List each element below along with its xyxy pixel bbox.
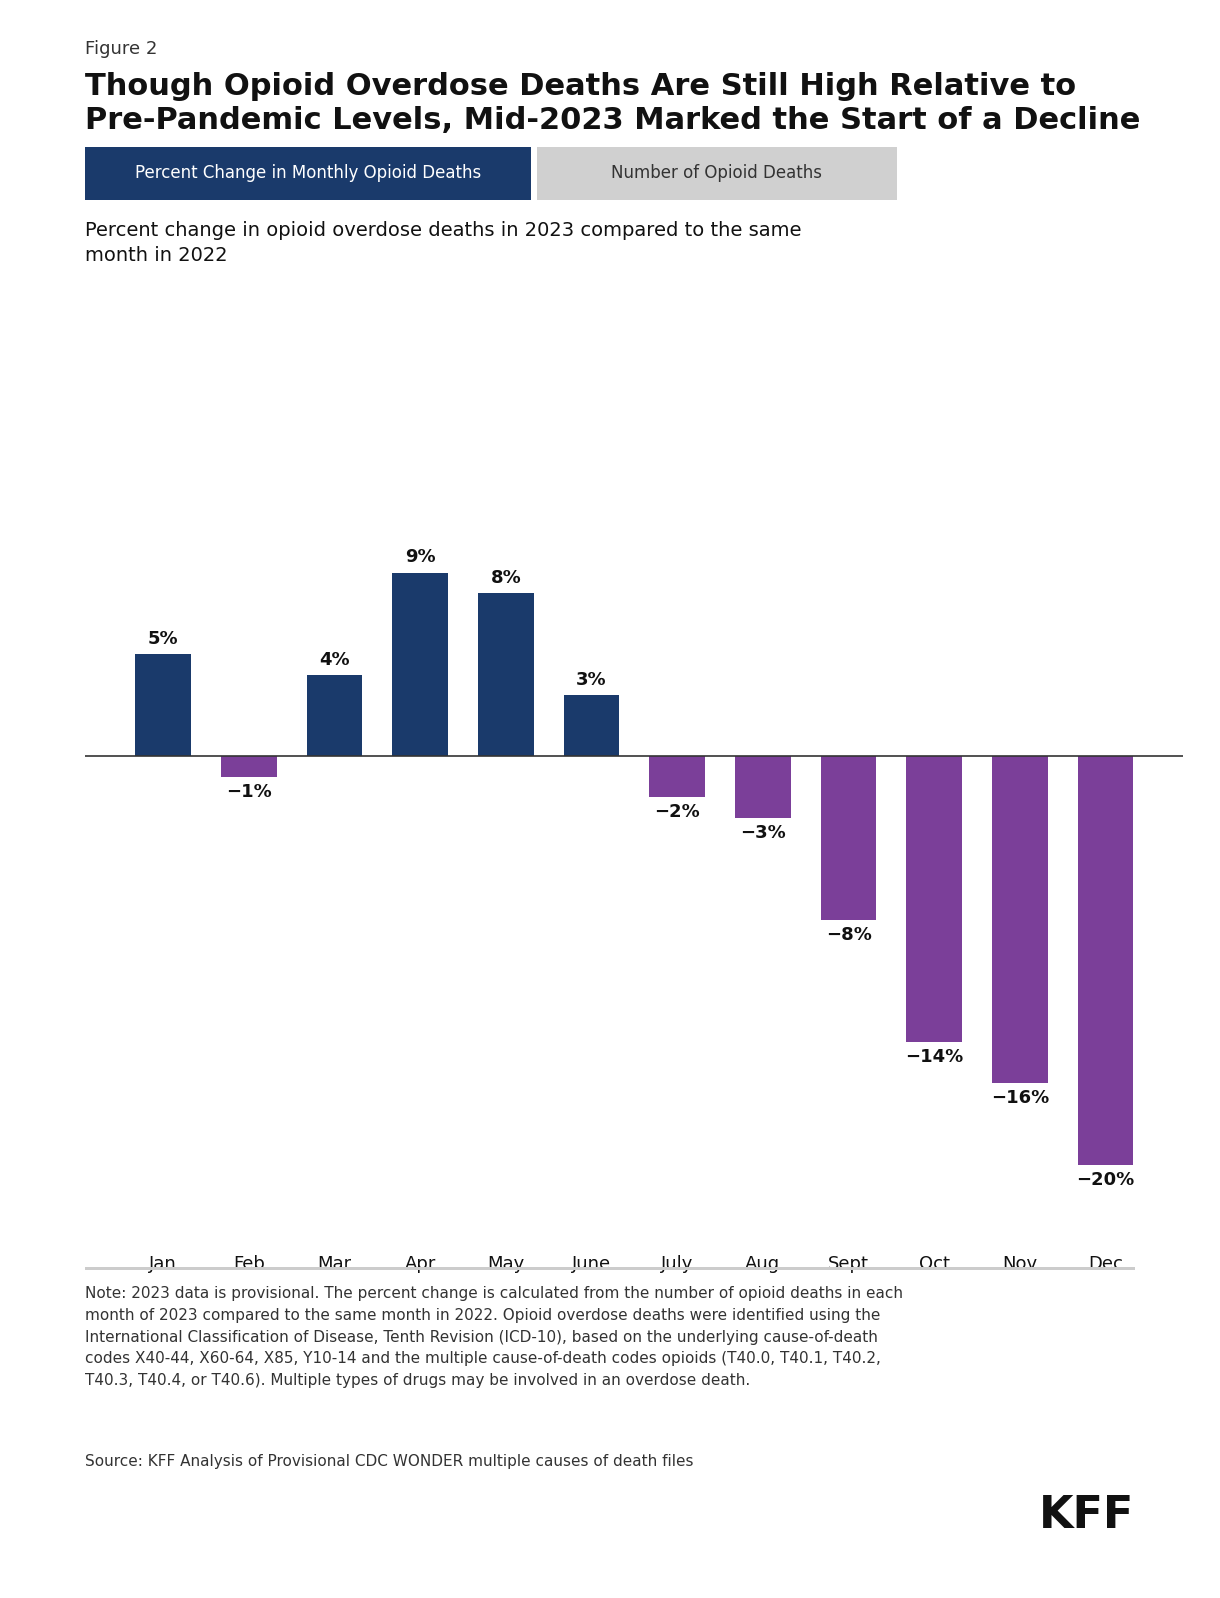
Bar [649,756,705,797]
Bar [135,654,192,756]
Text: Though Opioid Overdose Deaths Are Still High Relative to Pre-Pandemic Levels, Mi: Though Opioid Overdose Deaths Are Still … [85,72,1141,134]
Text: Source: KFF Analysis of Provisional CDC WONDER multiple causes of death files: Source: KFF Analysis of Provisional CDC … [85,1454,694,1469]
Text: Figure 2: Figure 2 [85,40,157,58]
Bar [992,756,1048,1083]
Text: 4%: 4% [320,650,350,668]
Text: Number of Opioid Deaths: Number of Opioid Deaths [611,165,822,182]
Text: KFF: KFF [1039,1494,1135,1537]
Text: 8%: 8% [490,569,521,586]
Text: −14%: −14% [905,1048,964,1066]
Text: Percent change in opioid overdose deaths in 2023 compared to the same
month in 2: Percent change in opioid overdose deaths… [85,221,802,265]
Text: −20%: −20% [1076,1171,1135,1189]
Text: −3%: −3% [741,823,786,842]
Text: −8%: −8% [826,925,871,944]
Bar [1077,756,1133,1165]
Bar [736,756,791,818]
Text: −2%: −2% [654,804,700,821]
Bar [564,695,620,756]
Bar [906,756,963,1042]
Bar [821,756,876,920]
Text: 9%: 9% [405,548,436,566]
Bar [478,593,533,756]
Text: Note: 2023 data is provisional. The percent change is calculated from the number: Note: 2023 data is provisional. The perc… [85,1286,903,1387]
Bar [393,572,448,756]
Text: 3%: 3% [576,671,606,689]
Bar [221,756,277,777]
Text: Percent Change in Monthly Opioid Deaths: Percent Change in Monthly Opioid Deaths [135,165,481,182]
Bar [306,674,362,756]
Text: −16%: −16% [991,1090,1049,1107]
Text: 5%: 5% [148,630,178,649]
Text: −1%: −1% [226,783,272,801]
